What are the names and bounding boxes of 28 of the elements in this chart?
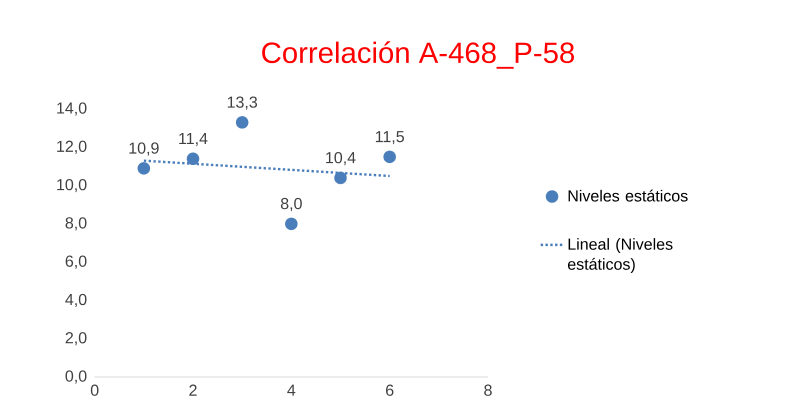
y-tick-label: 12,0 (57, 140, 86, 154)
y-tick-label: 8,0 (66, 217, 86, 230)
data-label: 13,3 (228, 96, 258, 110)
legend-label: Niveles estáticos (568, 190, 688, 202)
y-tick-label: 0,0 (66, 370, 86, 384)
point (285, 218, 298, 230)
x-tick-label: 0 (90, 384, 99, 396)
data-label: 8,0 (280, 198, 302, 212)
data-label: 10,9 (129, 142, 159, 156)
point (186, 152, 200, 166)
chart-title: Correlación A-468_P-58 (262, 41, 574, 69)
data-label: 11,5 (376, 131, 404, 144)
point (383, 150, 396, 164)
point (236, 116, 248, 129)
x-tick-label: 8 (484, 384, 492, 396)
y-tick-label: 14,0 (57, 102, 86, 116)
data-label: 10,4 (326, 152, 356, 166)
x-tick-label: 2 (189, 384, 197, 396)
point (334, 172, 347, 184)
y-tick-label: 6,0 (66, 256, 86, 269)
data-label: 11,4 (179, 133, 208, 146)
y-tick-label: 10,0 (57, 178, 86, 192)
legend-label: Lineal (Niveles estáticos) (568, 238, 673, 273)
point (138, 162, 150, 175)
x-tick-label: 4 (287, 384, 296, 396)
y-tick-label: 2,0 (66, 332, 86, 346)
x-tick-label: 6 (386, 384, 394, 396)
y-tick-label: 4,0 (65, 294, 86, 308)
